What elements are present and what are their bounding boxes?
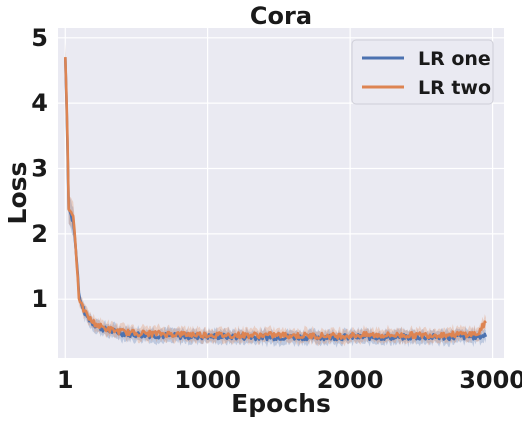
y-tick-label: 1 (31, 285, 48, 313)
chart-title: Cora (250, 2, 312, 30)
x-tick-label: 2000 (317, 366, 384, 394)
legend-label-lr-one: LR one (418, 48, 491, 70)
y-tick-label: 3 (31, 154, 48, 182)
y-tick-label: 2 (31, 220, 48, 248)
legend: LR one LR two (351, 39, 494, 105)
x-axis-label: Epochs (231, 389, 331, 418)
y-tick-labels: 1 2 3 4 5 (31, 24, 48, 313)
x-tick-label: 1000 (174, 366, 241, 394)
y-tick-label: 4 (31, 89, 48, 117)
series-lines (64, 57, 488, 342)
x-tick-label: 3000 (459, 366, 522, 394)
y-axis-label: Loss (3, 162, 32, 225)
x-tick-labels: 1 1000 2000 3000 (57, 366, 522, 394)
line-series-1 (64, 57, 487, 340)
legend-label-lr-two: LR two (418, 77, 491, 99)
y-tick-label: 5 (31, 24, 48, 52)
x-tick-label: 1 (57, 366, 74, 394)
